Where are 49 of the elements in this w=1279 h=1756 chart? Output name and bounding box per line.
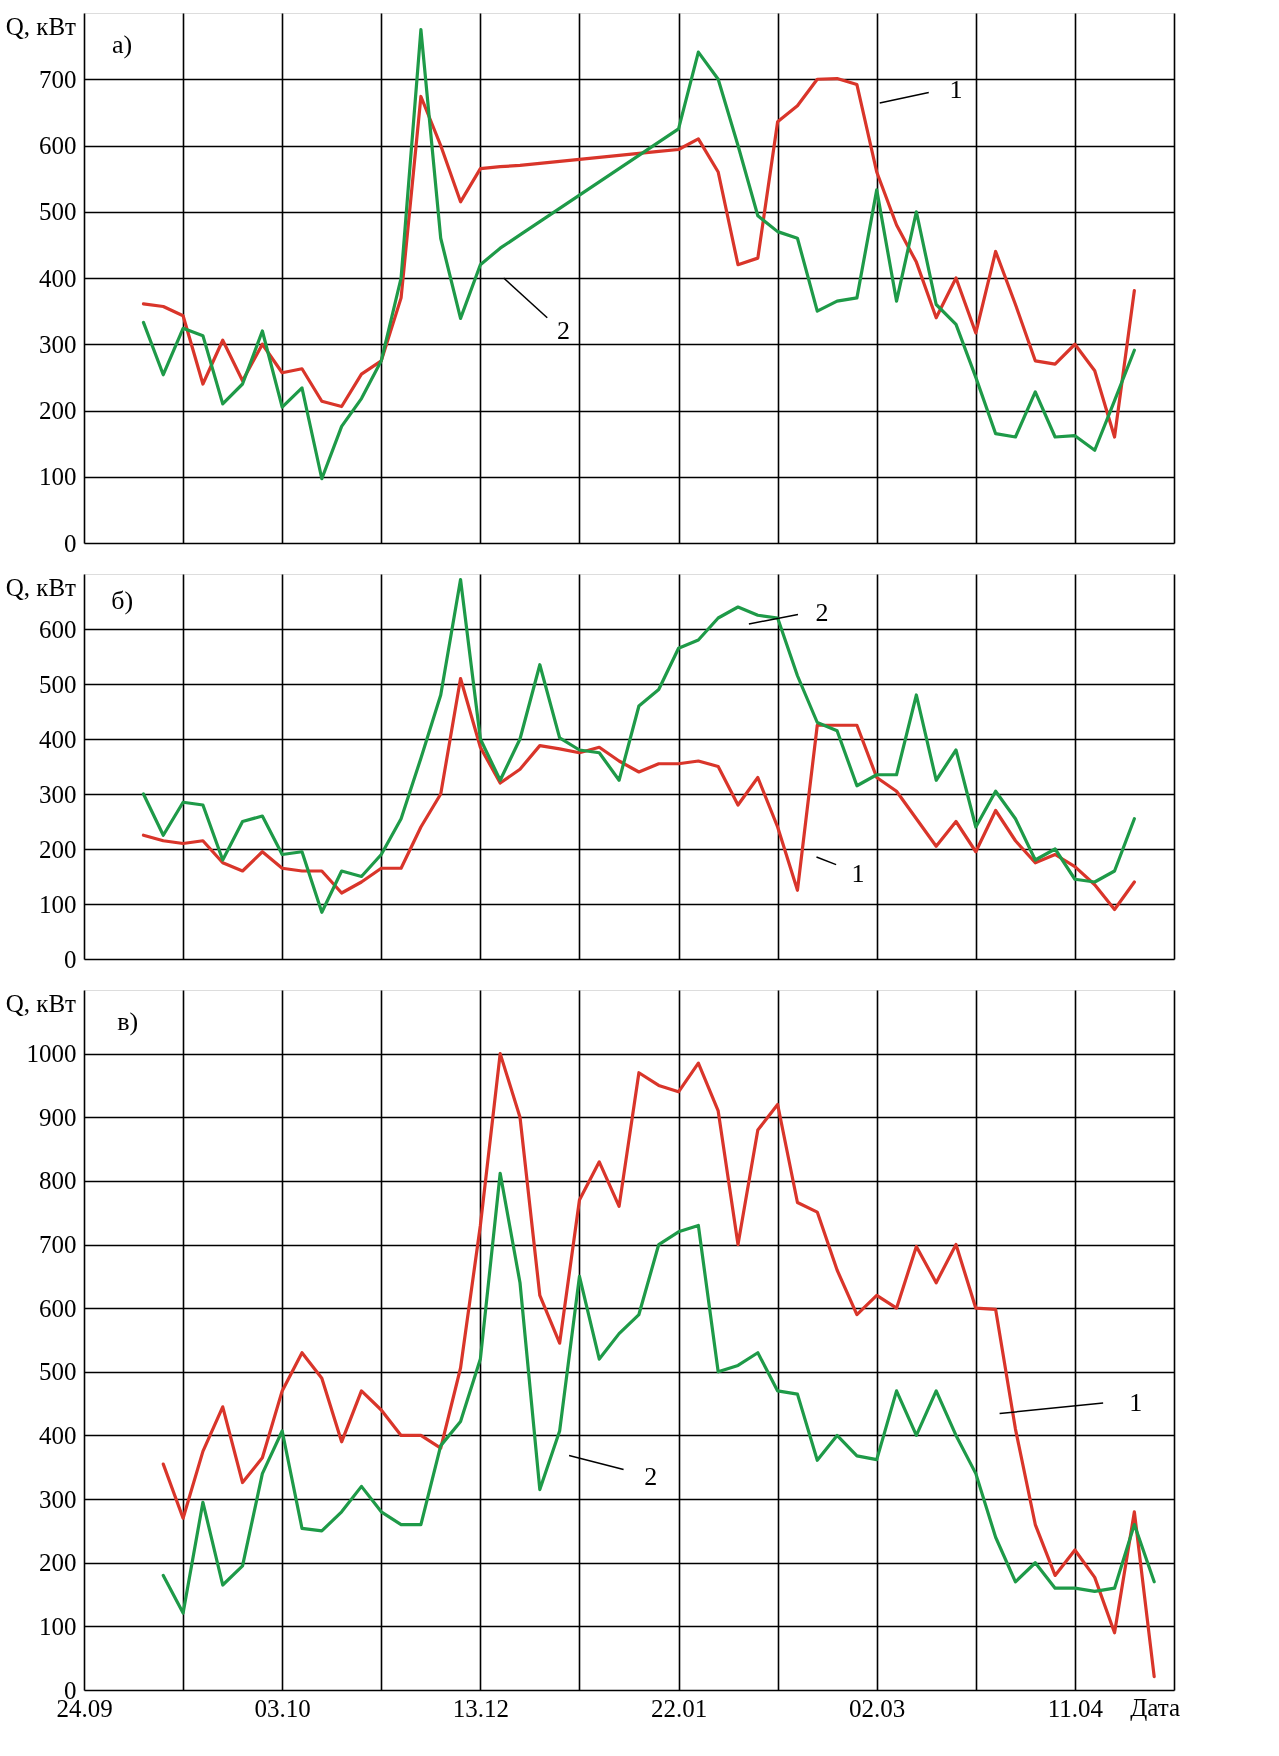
y-tick-label: 600 bbox=[39, 615, 77, 643]
line-series bbox=[161, 1052, 1156, 1679]
y-tick-label: 200 bbox=[39, 397, 77, 424]
y-tick-label: 0 bbox=[64, 529, 77, 557]
annotation: 2 bbox=[815, 597, 829, 627]
line-series bbox=[141, 27, 1136, 481]
annotation: 1 bbox=[1129, 1388, 1143, 1417]
y-tick-label: 500 bbox=[39, 670, 77, 698]
annotation: 1 bbox=[851, 859, 865, 889]
y-tick-label: 400 bbox=[39, 1421, 77, 1449]
y-tick-label: 700 bbox=[39, 1231, 77, 1259]
line-series bbox=[141, 76, 1136, 439]
y-tick-label: 500 bbox=[39, 1358, 77, 1386]
y-tick-label: 300 bbox=[39, 330, 77, 358]
x-tick-label: 11.04 bbox=[1047, 1694, 1104, 1722]
annotation: а) bbox=[112, 29, 133, 59]
y-tick-label: 500 bbox=[39, 198, 77, 226]
y-tick-label: 200 bbox=[39, 1549, 77, 1577]
y-axis-title: Q, кВт bbox=[5, 13, 77, 40]
y-tick-label: 0 bbox=[64, 945, 77, 973]
y-tick-label: 300 bbox=[39, 780, 77, 808]
x-tick-label: 03.10 bbox=[254, 1694, 311, 1722]
line-series bbox=[141, 676, 1136, 912]
y-axis-title: Q, кВт bbox=[5, 574, 77, 601]
x-tick-label: 13.12 bbox=[452, 1694, 509, 1722]
y-tick-label: 600 bbox=[39, 1294, 77, 1322]
x-tick-label: 02.03 bbox=[849, 1694, 906, 1722]
y-tick-label: 900 bbox=[39, 1103, 77, 1131]
y-tick-label: 100 bbox=[39, 463, 77, 491]
x-tick-label: 22.01 bbox=[650, 1694, 708, 1722]
annotation: 2 bbox=[557, 316, 571, 345]
y-tick-label: 200 bbox=[39, 835, 77, 863]
y-tick-label: 400 bbox=[39, 264, 77, 292]
y-axis-title: Q, кВт bbox=[5, 990, 77, 1017]
y-tick-label: 600 bbox=[39, 132, 77, 159]
y-tick-label: 1000 bbox=[26, 1040, 77, 1068]
line-series bbox=[141, 577, 1136, 914]
y-tick-label: 800 bbox=[39, 1167, 77, 1195]
annotation: в) bbox=[117, 1006, 139, 1036]
x-axis-title: Дата bbox=[1130, 1694, 1180, 1721]
y-tick-label: 100 bbox=[39, 1612, 77, 1640]
line-series bbox=[161, 1171, 1156, 1615]
annotation: 1 bbox=[949, 74, 963, 104]
y-tick-label: 700 bbox=[39, 65, 77, 93]
y-tick-label: 300 bbox=[39, 1485, 77, 1513]
y-tick-label: 100 bbox=[39, 890, 77, 918]
y-tick-label: 400 bbox=[39, 725, 77, 753]
annotation: 2 bbox=[644, 1461, 658, 1491]
annotation: б) bbox=[111, 585, 134, 615]
